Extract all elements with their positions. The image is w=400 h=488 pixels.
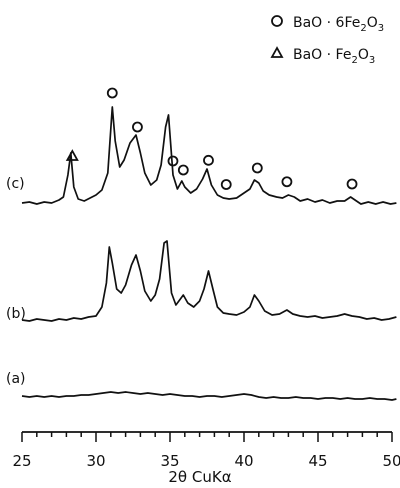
- x-tick-label: 40: [234, 452, 253, 470]
- series-labels: (c) (b) (a): [6, 176, 26, 387]
- legend: BaO · 6Fe2O3 BaO · Fe2O3: [270, 15, 384, 66]
- series-label-c: (c): [6, 176, 25, 192]
- peak-marker-circle: [106, 87, 118, 99]
- legend-label-bao-6fe2o3: BaO · 6Fe2O3: [293, 15, 384, 34]
- trace-a: [21, 391, 397, 401]
- peak-marker-circle: [167, 155, 179, 167]
- legend-triangle-marker: [270, 46, 284, 58]
- x-axis-label: 2θ CuKα: [168, 468, 231, 486]
- peak-marker-circle: [203, 154, 214, 166]
- peak-marker-circle: [281, 176, 293, 188]
- x-ticks: [21, 432, 393, 442]
- trace-b: [21, 240, 397, 322]
- x-tick-label: 35: [160, 452, 179, 470]
- peak-marker-circle: [132, 121, 143, 133]
- series-label-b: (b): [6, 306, 26, 322]
- legend-label-bao-fe2o3: BaO · Fe2O3: [293, 47, 375, 66]
- peak-marker-triangle: [65, 149, 79, 161]
- peak-marker-circle: [220, 179, 232, 190]
- x-tick-label: 45: [308, 452, 327, 470]
- trace-c: [21, 106, 397, 205]
- traces: [21, 106, 397, 401]
- x-tick-label: 25: [12, 452, 31, 470]
- x-tick-labels: 25 30 35 40 45 50: [12, 452, 400, 470]
- x-tick-label: 50: [382, 452, 400, 470]
- x-tick-label: 30: [86, 452, 105, 470]
- peak-markers: [65, 87, 358, 190]
- legend-circle-marker: [271, 15, 283, 27]
- peak-marker-circle: [177, 164, 189, 176]
- peak-marker-circle: [251, 162, 263, 174]
- series-label-a: (a): [6, 371, 26, 387]
- peak-marker-circle: [346, 178, 358, 190]
